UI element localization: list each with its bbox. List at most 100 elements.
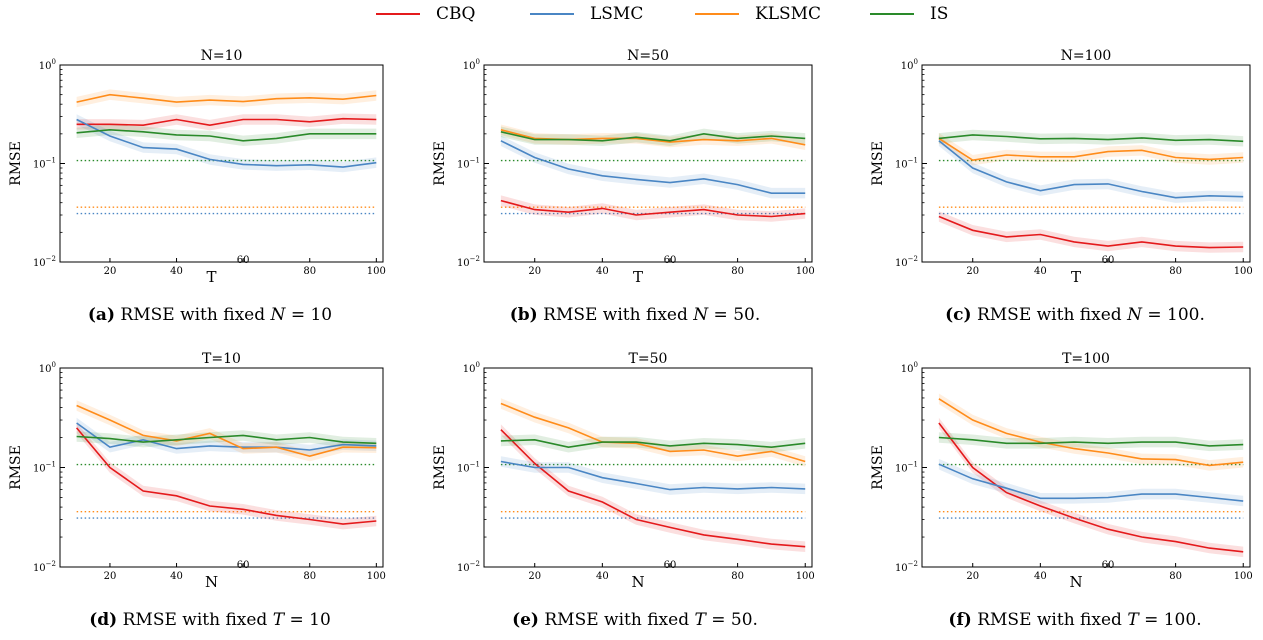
series-band-cbq bbox=[500, 424, 806, 552]
caption-text: RMSE with fixed bbox=[120, 305, 266, 325]
x-tick-label: 60 bbox=[1102, 560, 1115, 571]
series-band-is bbox=[76, 124, 377, 146]
x-tick-label: 80 bbox=[303, 571, 316, 582]
x-tick-label: 60 bbox=[237, 255, 250, 266]
caption-var: T bbox=[694, 610, 706, 630]
series-band-is bbox=[76, 430, 377, 449]
series-band-is bbox=[938, 129, 1244, 147]
x-tick-label: 20 bbox=[966, 571, 979, 582]
caption-eq: = 10 bbox=[289, 610, 331, 630]
legend-label-cbq: CBQ bbox=[436, 4, 476, 24]
legend-label-is: IS bbox=[930, 4, 949, 24]
legend-swatch-cbq bbox=[376, 13, 420, 15]
series-line-cbq bbox=[500, 199, 806, 218]
caption-var: T bbox=[1127, 610, 1139, 630]
series-band-lsmc bbox=[938, 135, 1244, 203]
y-axis-label: RMSE bbox=[8, 445, 24, 490]
x-tick-label: 100 bbox=[367, 266, 386, 277]
series-line-klsmc bbox=[938, 398, 1244, 467]
y-tick-label: 100 bbox=[39, 58, 56, 72]
series-line-cbq bbox=[938, 215, 1244, 249]
caption-f: (f) RMSE with fixed T = 100. bbox=[895, 610, 1255, 630]
x-tick-label: 20 bbox=[104, 266, 117, 277]
x-tick-label: 80 bbox=[731, 266, 744, 277]
caption-label: (c) bbox=[945, 305, 972, 325]
series-line-klsmc bbox=[938, 137, 1244, 162]
y-tick-label: 10−2 bbox=[895, 560, 918, 574]
caption-label: (f) bbox=[948, 610, 972, 630]
x-tick-label: 80 bbox=[1169, 266, 1182, 277]
chart-title: N=100 bbox=[1061, 48, 1112, 64]
y-tick-label: 10−1 bbox=[33, 461, 56, 475]
caption-eq: = 50. bbox=[711, 610, 758, 630]
series-line-lsmc bbox=[76, 422, 377, 451]
x-tick-label: 20 bbox=[966, 266, 979, 277]
series-band-klsmc bbox=[500, 124, 806, 150]
y-axis-label: RMSE bbox=[432, 445, 448, 490]
y-tick-label: 10−1 bbox=[895, 461, 918, 475]
series-band-lsmc bbox=[76, 114, 377, 173]
caption-var: N bbox=[693, 305, 709, 325]
series-band-cbq bbox=[76, 422, 377, 530]
caption-a: (a) RMSE with fixed N = 10 bbox=[45, 305, 375, 325]
series-line-cbq bbox=[938, 422, 1244, 553]
caption-eq: = 50. bbox=[713, 305, 761, 325]
chart-title: T=100 bbox=[1062, 351, 1110, 367]
series-band-klsmc bbox=[76, 89, 377, 108]
chart-legend: CBQ LSMC KLSMC IS bbox=[0, 0, 1263, 28]
legend-swatch-klsmc bbox=[695, 13, 739, 15]
series-band-klsmc bbox=[938, 393, 1244, 471]
plot-frame bbox=[59, 64, 384, 263]
series-band-cbq bbox=[76, 113, 377, 131]
series-band-cbq bbox=[938, 211, 1244, 253]
x-tick-label: 40 bbox=[170, 266, 183, 277]
series-line-is bbox=[76, 434, 377, 445]
x-axis-label: N bbox=[631, 573, 644, 591]
series-band-is bbox=[938, 432, 1244, 452]
caption-label: (d) bbox=[89, 610, 118, 630]
legend-swatch-is bbox=[870, 13, 914, 15]
plot-frame bbox=[921, 64, 1251, 263]
y-tick-label: 10−2 bbox=[33, 255, 56, 269]
plot-frame bbox=[483, 367, 813, 568]
legend-swatch-lsmc bbox=[530, 13, 574, 15]
x-tick-label: 40 bbox=[596, 266, 609, 277]
series-line-cbq bbox=[500, 429, 806, 548]
caption-eq: = 100. bbox=[1147, 305, 1205, 325]
plot-frame bbox=[483, 64, 813, 263]
y-tick-label: 10−2 bbox=[895, 255, 918, 269]
x-tick-label: 60 bbox=[664, 255, 677, 266]
series-line-lsmc bbox=[500, 460, 806, 491]
caption-eq: = 10 bbox=[290, 305, 333, 325]
y-tick-label: 100 bbox=[39, 361, 56, 375]
x-tick-label: 80 bbox=[303, 266, 316, 277]
x-tick-label: 100 bbox=[367, 571, 386, 582]
x-tick-label: 20 bbox=[528, 571, 541, 582]
caption-text: RMSE with fixed bbox=[544, 610, 690, 630]
x-tick-label: 40 bbox=[1034, 266, 1047, 277]
caption-text: RMSE with fixed bbox=[976, 305, 1122, 325]
series-line-cbq bbox=[76, 117, 377, 127]
y-tick-label: 100 bbox=[463, 58, 480, 72]
x-tick-label: 40 bbox=[596, 571, 609, 582]
caption-label: (a) bbox=[87, 305, 115, 325]
series-line-lsmc bbox=[938, 140, 1244, 199]
caption-label: (b) bbox=[509, 305, 538, 325]
plot-frame bbox=[921, 367, 1251, 568]
series-line-is bbox=[938, 134, 1244, 143]
y-axis-label: RMSE bbox=[432, 141, 448, 186]
y-tick-label: 100 bbox=[901, 361, 918, 375]
x-axis-label: N bbox=[205, 573, 218, 591]
series-band-lsmc bbox=[76, 417, 377, 456]
y-tick-label: 10−2 bbox=[457, 560, 480, 574]
x-tick-label: 60 bbox=[237, 560, 250, 571]
y-tick-label: 10−1 bbox=[457, 461, 480, 475]
caption-d: (d) RMSE with fixed T = 10 bbox=[45, 610, 375, 630]
y-tick-label: 10−2 bbox=[457, 255, 480, 269]
series-band-lsmc bbox=[500, 135, 806, 199]
x-tick-label: 100 bbox=[796, 266, 815, 277]
y-tick-label: 100 bbox=[463, 361, 480, 375]
caption-var: T bbox=[272, 610, 285, 630]
x-tick-label: 100 bbox=[796, 571, 815, 582]
caption-c: (c) RMSE with fixed N = 100. bbox=[895, 305, 1255, 325]
